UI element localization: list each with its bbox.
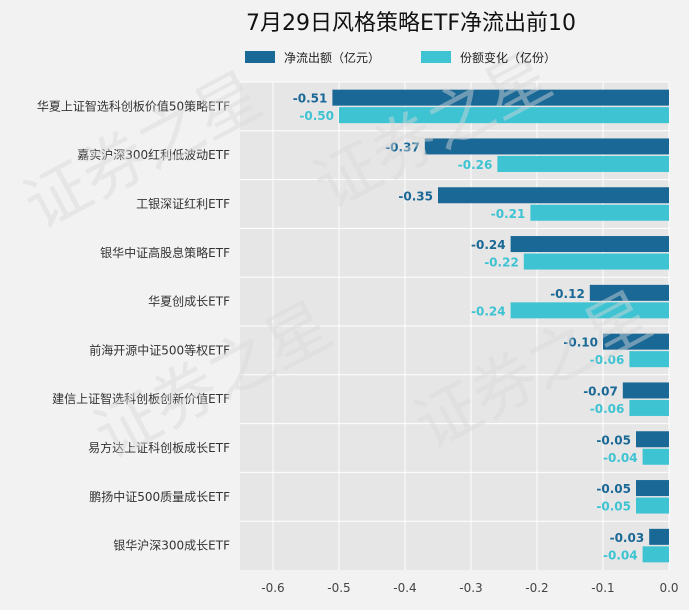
value-label-net-outflow: -0.51 — [293, 92, 328, 106]
bar-net-outflow — [636, 480, 669, 497]
category-label: 易方达上证科创板成长ETF — [88, 440, 230, 455]
x-tick-label: -0.4 — [393, 581, 416, 595]
value-label-share-change: -0.06 — [590, 402, 625, 416]
value-label-share-change: -0.04 — [603, 548, 638, 562]
value-label-net-outflow: -0.05 — [596, 482, 631, 496]
chart-title: 7月29日风格策略ETF净流出前10 — [246, 11, 576, 36]
value-label-net-outflow: -0.05 — [596, 433, 631, 447]
category-label: 建信上证智选科创板创新价值ETF — [52, 391, 230, 406]
category-label: 银华沪深300成长ETF — [113, 539, 230, 553]
x-tick-labels: -0.6 -0.5 -0.4 -0.3 -0.2 -0.1 0.0 — [261, 581, 678, 595]
value-label-net-outflow: -0.12 — [550, 287, 585, 301]
value-label-net-outflow: -0.35 — [398, 189, 433, 203]
bar-share-change — [642, 546, 669, 563]
x-tick-label: -0.1 — [591, 581, 614, 595]
bar-net-outflow — [649, 528, 669, 545]
bar-net-outflow — [589, 284, 669, 301]
bar-net-outflow — [510, 236, 669, 253]
bar-net-outflow — [438, 187, 669, 204]
category-labels: 华夏上证智选科创板价值50策略ETF 嘉实沪深300红利低波动ETF 工银深证红利E… — [37, 98, 230, 552]
value-label-share-change: -0.04 — [603, 451, 638, 465]
bar-share-change — [629, 351, 669, 368]
bar-share-change — [636, 497, 669, 514]
bar-share-change — [510, 302, 669, 319]
category-label: 工银深证红利ETF — [136, 196, 230, 211]
bar-net-outflow — [603, 333, 669, 350]
bar-share-change — [629, 399, 669, 416]
value-label-share-change: -0.26 — [458, 158, 493, 172]
value-label-share-change: -0.50 — [299, 109, 334, 123]
bar-net-outflow — [622, 382, 669, 399]
value-label-net-outflow: -0.10 — [563, 336, 598, 350]
category-label: 嘉实沪深300红利低波动ETF — [77, 147, 230, 162]
value-label-share-change: -0.24 — [471, 304, 506, 318]
x-tick-label: -0.6 — [261, 581, 284, 595]
data-labels: -0.51 -0.50 -0.37 -0.26 -0.35 -0.21 -0.24 -0.22… — [293, 92, 644, 563]
bar-share-change — [523, 253, 669, 270]
bar-net-outflow — [332, 89, 669, 106]
bar-net-outflow — [636, 431, 669, 448]
x-tick-label: -0.5 — [327, 581, 350, 595]
category-label: 华夏创成长ETF — [148, 295, 230, 309]
value-label-share-change: -0.22 — [484, 256, 519, 270]
bars — [332, 89, 669, 563]
legend-swatch-net-outflow — [245, 51, 275, 63]
bar-share-change — [530, 204, 669, 221]
value-label-share-change: -0.05 — [596, 500, 631, 514]
x-tick-label: -0.3 — [459, 581, 482, 595]
value-label-net-outflow: -0.24 — [471, 238, 506, 252]
x-tick-label: -0.2 — [525, 581, 548, 595]
category-label: 华夏上证智选科创板价值50策略ETF — [37, 98, 230, 113]
legend-swatch-share-change — [421, 51, 451, 63]
bar-share-change — [642, 448, 669, 465]
category-label: 鹏扬中证500质量成长ETF — [89, 489, 230, 504]
value-label-share-change: -0.21 — [491, 207, 526, 221]
category-label: 银华中证高股息策略ETF — [100, 245, 230, 260]
bar-net-outflow — [424, 138, 669, 155]
x-tick-label: 0.0 — [659, 581, 678, 595]
legend-label-net-outflow: 净流出额（亿元） — [284, 50, 380, 65]
value-label-net-outflow: -0.07 — [583, 384, 618, 398]
value-label-net-outflow: -0.37 — [385, 140, 420, 154]
category-label: 前海开源中证500等权ETF — [89, 342, 230, 357]
bar-share-change — [339, 107, 669, 124]
legend: 净流出额（亿元） 份额变化（亿份） — [245, 50, 556, 65]
value-label-net-outflow: -0.03 — [610, 531, 645, 545]
value-label-share-change: -0.06 — [590, 353, 625, 367]
bar-share-change — [497, 155, 669, 172]
legend-label-share-change: 份额变化（亿份） — [460, 50, 556, 65]
